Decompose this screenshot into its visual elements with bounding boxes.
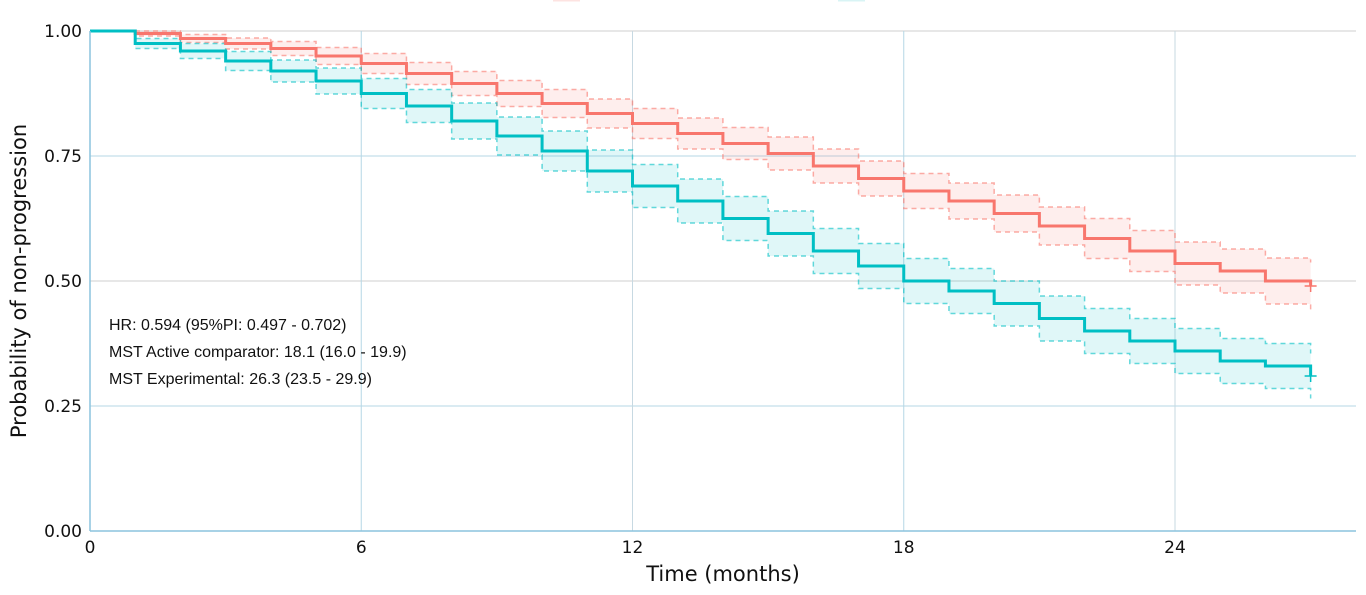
ci-upper-line-0 bbox=[90, 30, 1312, 263]
series-lines bbox=[90, 29, 1317, 399]
x-tick-label: 18 bbox=[893, 538, 915, 558]
survival-line-0 bbox=[90, 29, 1313, 286]
legend-swatch-red bbox=[553, 0, 580, 2]
y-tick-label: 0.75 bbox=[44, 147, 82, 167]
x-tick-label: 0 bbox=[85, 538, 96, 558]
censor-mark-1 bbox=[1304, 370, 1317, 382]
annotations: HR: 0.594 (95%PI: 0.497 - 0.702) MST Act… bbox=[109, 317, 407, 388]
legend-partial bbox=[553, 0, 865, 2]
legend-swatch-teal bbox=[838, 0, 865, 2]
x-axis-label: Time (months) bbox=[645, 562, 800, 586]
y-axis-label: Probability of non-progression bbox=[7, 124, 31, 438]
y-tick-label: 0.50 bbox=[44, 272, 82, 292]
annotation-hr: HR: 0.594 (95%PI: 0.497 - 0.702) bbox=[109, 317, 346, 334]
ci-band-0 bbox=[90, 31, 1311, 310]
confidence-bands bbox=[90, 31, 1311, 399]
x-tick-label: 24 bbox=[1164, 538, 1186, 558]
annotation-mst-active: MST Active comparator: 18.1 (16.0 - 19.9… bbox=[109, 344, 407, 361]
ci-upper-line-1 bbox=[90, 30, 1312, 354]
y-tick-label: 0.00 bbox=[44, 522, 82, 542]
survival-line-1 bbox=[90, 29, 1313, 376]
y-tick-label: 1.00 bbox=[44, 22, 82, 42]
axes: 0.00 0.25 0.50 0.75 1.00 0 6 12 18 24 bbox=[44, 22, 1356, 558]
x-tick-label: 6 bbox=[356, 538, 367, 558]
censor-mark-0 bbox=[1304, 280, 1317, 292]
y-tick-label: 0.25 bbox=[44, 397, 82, 417]
ci-band-1 bbox=[90, 31, 1311, 399]
ci-lower-line-0 bbox=[90, 30, 1312, 310]
grid bbox=[90, 30, 1356, 531]
annotation-mst-experimental: MST Experimental: 26.3 (23.5 - 29.9) bbox=[109, 371, 372, 388]
x-tick-label: 12 bbox=[622, 538, 644, 558]
ci-lower-line-1 bbox=[90, 30, 1312, 399]
